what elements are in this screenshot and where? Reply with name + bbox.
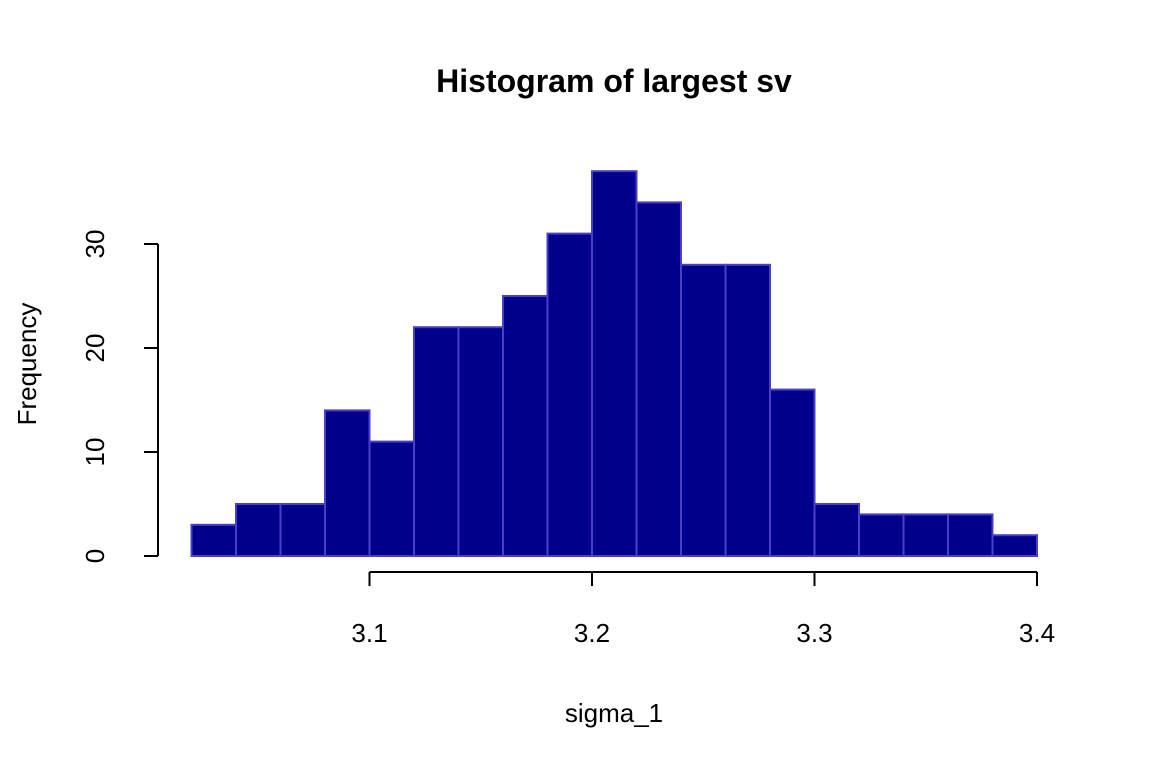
- histogram-bar: [635, 201, 682, 557]
- histogram-bar: [769, 388, 816, 557]
- histogram-bar: [902, 513, 949, 558]
- histogram-bar: [813, 503, 860, 557]
- histogram-bar: [947, 513, 994, 558]
- y-tick-label: 10: [80, 438, 110, 467]
- histogram-bar: [457, 326, 504, 558]
- histogram-bar: [680, 263, 727, 557]
- x-axis-label: sigma_1: [565, 698, 663, 728]
- y-tick-label: 20: [80, 334, 110, 363]
- x-tick-label: 3.1: [351, 618, 387, 648]
- y-axis: 0 10 20 30: [80, 230, 159, 563]
- histogram-bar: [591, 170, 638, 557]
- histogram-bar: [368, 440, 415, 558]
- x-tick-label: 3.3: [796, 618, 832, 648]
- histogram-bar: [235, 503, 282, 557]
- x-tick-label: 3.2: [574, 618, 610, 648]
- y-tick-label: 30: [80, 230, 110, 259]
- y-tick-label: 0: [80, 549, 110, 563]
- x-axis: 3.1 3.2 3.3 3.4: [351, 571, 1055, 648]
- histogram-bar: [502, 295, 549, 557]
- histogram-bar: [724, 263, 771, 557]
- y-axis-label: Frequency: [12, 303, 42, 426]
- histogram-bar: [991, 534, 1038, 558]
- chart-title: Histogram of largest sv: [436, 63, 792, 99]
- histogram-bar: [413, 326, 460, 558]
- x-tick-label: 3.4: [1019, 618, 1055, 648]
- histogram-bar: [190, 523, 237, 557]
- bars-group: [190, 170, 1038, 558]
- histogram-bar: [546, 232, 593, 557]
- histogram-bar: [324, 409, 371, 557]
- histogram-bar: [858, 513, 905, 558]
- histogram-bar: [279, 503, 326, 557]
